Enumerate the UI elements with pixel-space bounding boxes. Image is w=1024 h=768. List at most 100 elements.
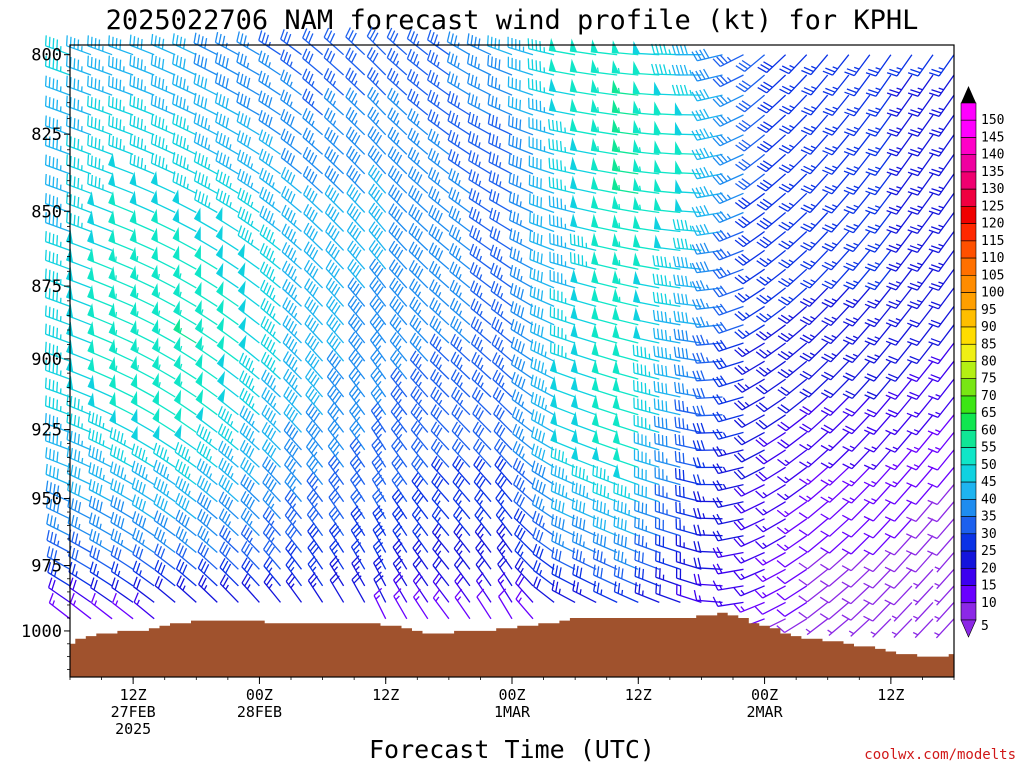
barb-shaft <box>240 533 260 553</box>
wind-barb <box>241 573 260 603</box>
barb-full <box>533 250 536 262</box>
barb-flag <box>87 210 95 226</box>
barb-full <box>281 242 288 253</box>
barb-shaft <box>129 84 155 96</box>
barb-full <box>323 87 330 98</box>
wind-barb <box>174 459 197 486</box>
barb-full <box>203 564 210 574</box>
wind-barb <box>150 152 176 175</box>
barb-shaft <box>260 307 281 326</box>
wind-barb <box>194 299 218 326</box>
barb-full <box>286 54 292 65</box>
barb-half <box>201 345 204 351</box>
barb-full <box>198 574 204 585</box>
barb-full <box>159 464 165 475</box>
wind-barb <box>237 298 260 326</box>
barb-half <box>246 62 250 69</box>
barb-half <box>272 349 276 355</box>
wind-barb <box>90 592 113 620</box>
barb-full <box>311 461 319 471</box>
barb-full <box>247 175 252 186</box>
barb-flag <box>151 355 159 371</box>
barb-full <box>56 434 59 446</box>
barb-shaft <box>215 121 239 136</box>
wind-barb <box>259 261 281 289</box>
barb-full <box>131 511 137 522</box>
barb-full <box>200 96 204 108</box>
barb-flag <box>151 246 159 262</box>
barb-shaft <box>283 412 302 433</box>
barb-full <box>193 151 198 162</box>
barb-full <box>197 74 201 86</box>
barb-shaft <box>45 221 71 233</box>
barb-full <box>74 516 78 528</box>
barb-full <box>111 97 114 108</box>
barb-full <box>536 233 539 245</box>
barb-full <box>108 95 110 107</box>
barb-shaft <box>259 158 281 175</box>
barb-half <box>163 539 167 545</box>
barb-full <box>70 481 74 493</box>
barb-full <box>264 114 270 125</box>
barb-full <box>286 152 293 163</box>
barb-full <box>556 140 559 151</box>
barb-full <box>197 508 203 520</box>
barb-full <box>154 75 157 87</box>
wind-barb <box>305 385 324 416</box>
barb-full <box>306 489 315 499</box>
barb-full <box>48 77 51 88</box>
barb-full <box>44 173 47 185</box>
barb-full <box>245 375 251 386</box>
barb-full <box>266 266 272 277</box>
wind-barb <box>281 242 302 270</box>
wind-barb <box>237 168 260 194</box>
barb-full <box>52 326 55 337</box>
wind-barb <box>307 572 324 603</box>
barb-full <box>181 514 187 525</box>
barb-full <box>48 414 51 425</box>
wind-barb <box>258 110 281 136</box>
barb-full <box>92 514 97 525</box>
barb-full <box>44 359 47 371</box>
barb-full <box>178 545 184 556</box>
wind-barb <box>131 511 155 537</box>
barb-full <box>511 135 515 147</box>
barb-flag <box>108 374 116 390</box>
barb-full <box>218 74 222 85</box>
barb-half <box>186 144 189 151</box>
wind-barb <box>215 131 239 155</box>
wind-barb <box>87 247 113 270</box>
barb-full <box>119 138 122 150</box>
barb-full <box>199 426 205 437</box>
barb-full <box>529 249 532 260</box>
barb-full <box>181 547 188 559</box>
barb-half <box>603 558 606 564</box>
barb-full <box>264 442 271 452</box>
barb-shaft <box>258 60 281 76</box>
barb-full <box>120 467 124 478</box>
barb-full <box>560 160 563 171</box>
barb-shaft <box>219 534 239 553</box>
barb-half <box>208 456 213 462</box>
barb-shaft <box>302 77 324 96</box>
barb-full <box>242 459 249 470</box>
barb-full <box>248 448 255 459</box>
barb-full <box>225 175 230 187</box>
wind-barb <box>285 539 303 570</box>
barb-half <box>186 85 189 91</box>
barb-full <box>52 398 55 409</box>
barb-full <box>323 107 330 118</box>
barb-half <box>179 327 183 334</box>
barb-full <box>200 155 205 166</box>
barb-full <box>268 231 274 243</box>
wind-barb <box>194 226 218 251</box>
barb-full <box>288 338 295 349</box>
barb-full <box>140 99 143 110</box>
wind-barb <box>238 334 260 362</box>
barb-full <box>221 460 227 471</box>
barb-full <box>48 306 51 318</box>
wind-barb <box>283 368 302 398</box>
barb-shaft <box>280 137 302 155</box>
barb-full <box>48 213 51 225</box>
barb-full <box>536 252 539 263</box>
